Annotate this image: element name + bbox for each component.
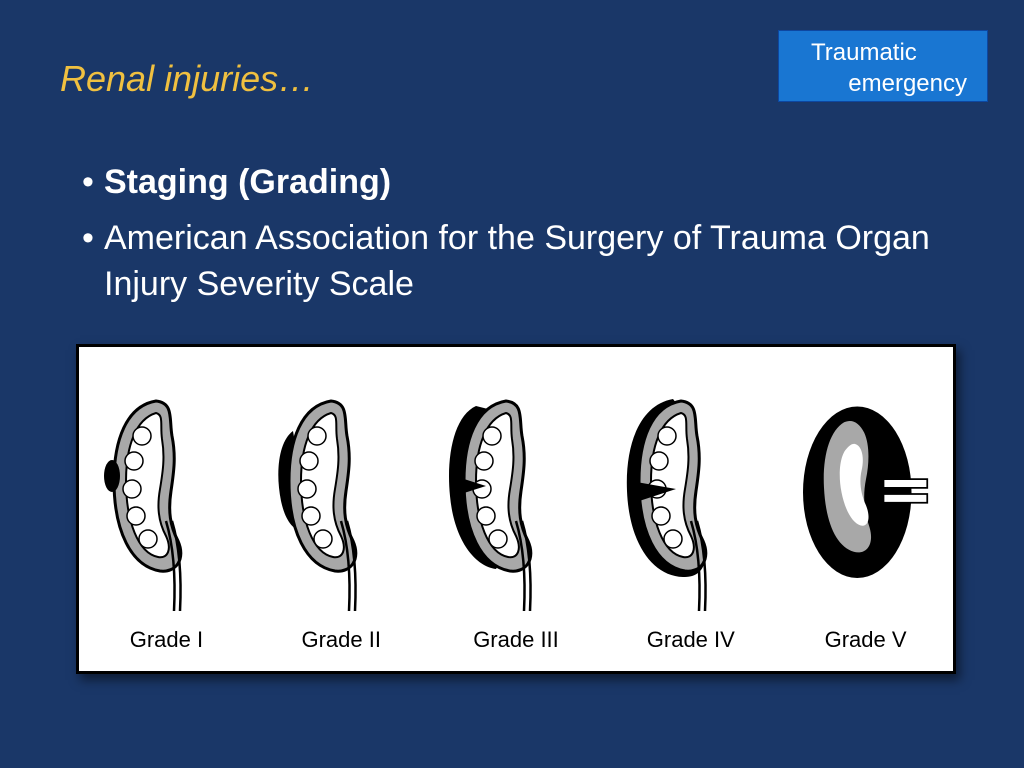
kidney-grade-2-icon	[271, 381, 411, 621]
kidney-grade-4-icon	[621, 381, 761, 621]
bullet-list: • Staging (Grading) • American Associati…	[72, 160, 964, 318]
bullet-text: American Association for the Surgery of …	[104, 216, 964, 308]
grade-label: Grade V	[825, 627, 907, 653]
grade-label: Grade II	[301, 627, 380, 653]
slide-title: Renal injuries…	[60, 58, 314, 100]
list-item: • Staging (Grading)	[72, 160, 964, 206]
grade-cell: Grade I	[79, 347, 254, 671]
category-badge: Traumatic emergency	[778, 30, 988, 102]
grade-cell: Grade IV	[603, 347, 778, 671]
grading-figure: Grade I Grade II	[76, 344, 956, 674]
grade-label: Grade I	[130, 627, 203, 653]
kidney-grade-3-icon	[446, 381, 586, 621]
grade-cell: Grade III	[429, 347, 604, 671]
list-item: • American Association for the Surgery o…	[72, 216, 964, 308]
bullet-icon: •	[72, 160, 104, 206]
badge-line-1: Traumatic	[791, 37, 975, 68]
kidney-grade-1-icon	[96, 381, 236, 621]
grade-label: Grade IV	[647, 627, 735, 653]
badge-line-2: emergency	[791, 68, 975, 99]
grade-cell: Grade II	[254, 347, 429, 671]
bullet-text: Staging (Grading)	[104, 160, 391, 206]
bullet-icon: •	[72, 216, 104, 262]
grade-cell: Grade V	[778, 347, 953, 671]
kidney-grade-5-icon	[796, 381, 936, 621]
grade-label: Grade III	[473, 627, 559, 653]
